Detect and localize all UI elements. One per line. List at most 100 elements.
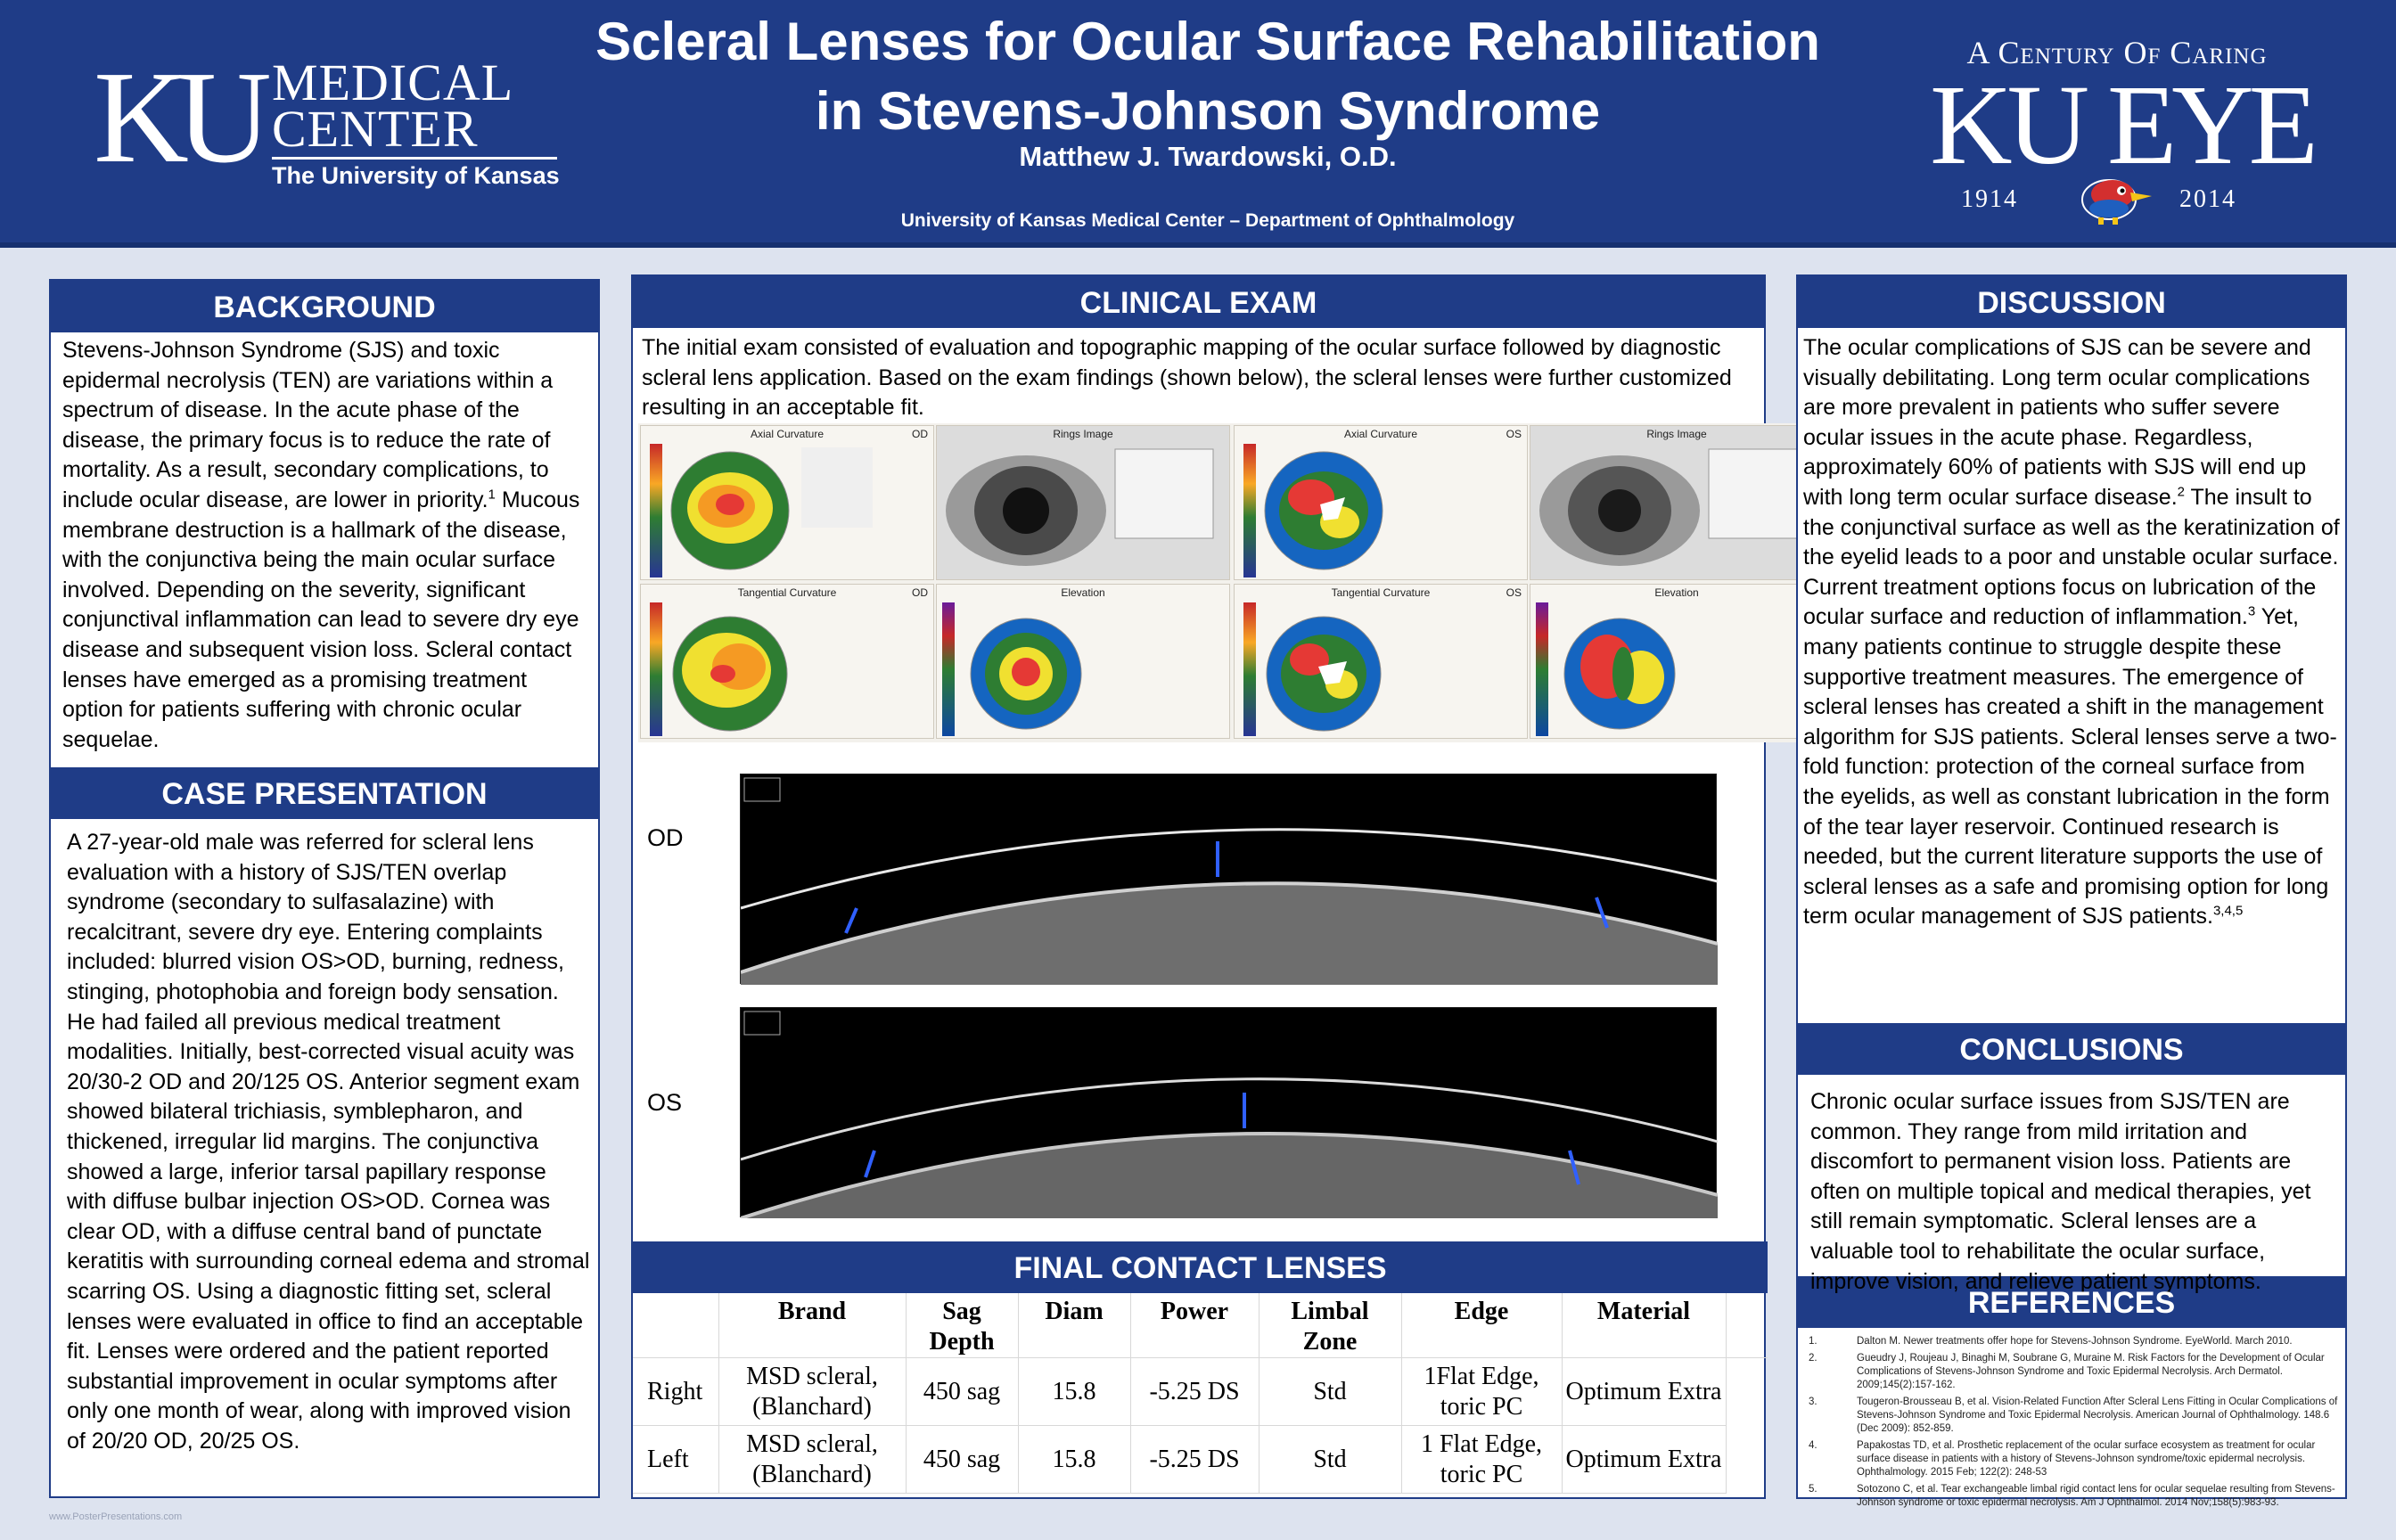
discussion-heading: DISCUSSION — [1798, 276, 2345, 328]
table-cell: Right — [633, 1357, 719, 1426]
poster-header: KU MEDICAL CENTER The University of Kans… — [0, 0, 2396, 248]
oct-od-label: OD — [647, 824, 684, 851]
poster-author: Matthew J. Twardowski, O.D. — [1019, 141, 1397, 172]
references-list: 1. Dalton M. Newer treatments offer hope … — [1798, 1328, 2345, 1510]
topography-od-image: Axial Curvature OD Rings Image Tangential… — [638, 423, 1234, 742]
ku-logo-line1: MEDICAL — [272, 53, 514, 111]
reference-item: 1. Dalton M. Newer treatments offer hope … — [1809, 1336, 2293, 1347]
topo-od-rings-photo — [946, 448, 1214, 566]
exam-heading: CLINICAL EXAM — [633, 276, 1764, 328]
topo-os-tangential: Tangential Curvature OS — [1234, 584, 1528, 739]
table-header-row: Brand Sag Depth Diam Power Limbal Zone E… — [633, 1293, 1768, 1358]
right-column: DISCUSSION The ocular complications of S… — [1796, 274, 2347, 1508]
ku-logo-mark: KU — [94, 45, 272, 191]
reference-item: 2. Gueudry J, Roujeau J, Binaghi M, Soubr… — [1809, 1353, 2325, 1390]
ku-medical-center-logo: KU MEDICAL CENTER The University of Kans… — [94, 45, 560, 203]
table-cell: 450 sag — [906, 1425, 1019, 1494]
table-cell: Left — [633, 1425, 719, 1494]
table-header-cell: Material — [1562, 1293, 1727, 1358]
conclusions-text: Chronic ocular surface issues from SJS/T… — [1810, 1089, 2311, 1294]
poster-title: Scleral Lenses for Ocular Surface Rehabi… — [553, 7, 1863, 146]
ku-eye-year-start: 1914 — [1961, 185, 2018, 213]
discussion-citation-2: 3 — [2247, 604, 2256, 620]
topo-os-axial: Axial Curvature OS — [1234, 425, 1528, 580]
oct-os-label: OS — [647, 1089, 683, 1116]
table-cell: -5.25 DS — [1130, 1357, 1260, 1426]
oct-od-scan — [740, 777, 1719, 985]
table-cell: -5.25 DS — [1130, 1425, 1260, 1494]
table-header-cell: Limbal Zone — [1259, 1293, 1402, 1358]
ku-logo-line3: The University of Kansas — [272, 162, 560, 189]
table-spacer-cell — [1726, 1293, 1768, 1358]
reference-item: 5. Sotozono C, et al. Tear exchangeable l… — [1809, 1484, 2335, 1508]
lenses-heading: FINAL CONTACT LENSES — [633, 1241, 1768, 1293]
center-column: CLINICAL EXAM The initial exam consisted… — [631, 274, 1827, 1499]
ku-eye-logo: A Century Of Caring KU EYE 1914 2014 — [1881, 27, 2362, 225]
case-heading: CASE PRESENTATION — [51, 767, 598, 819]
topo-od-tangential-map — [650, 602, 788, 736]
discussion-citation-3: 3,4,5 — [2212, 903, 2244, 919]
title-line-1: Scleral Lenses for Ocular Surface Rehabi… — [595, 12, 1820, 71]
ku-logo-rule — [272, 157, 557, 160]
topo-od-elevation-map — [942, 602, 1082, 736]
table-cell: 15.8 — [1018, 1357, 1131, 1426]
references-heading: REFERENCES — [1798, 1276, 2345, 1328]
table-row: Left MSD scleral, (Blanchard) 450 sag 15… — [633, 1425, 1768, 1494]
discussion-part1: The ocular complications of SJS can be s… — [1803, 335, 2311, 510]
topo-od-rings: Rings Image — [936, 425, 1230, 580]
topo-os-tangential-map — [1243, 602, 1382, 736]
jayhawk-icon — [2081, 179, 2152, 225]
poster-affiliation: University of Kansas Medical Center – De… — [900, 210, 1515, 231]
table-cell: 15.8 — [1018, 1425, 1131, 1494]
table-spacer-cell — [1726, 1426, 1768, 1494]
table-spacer-cell — [1726, 1358, 1768, 1426]
reference-item: 3. Tougeron-Brousseau B, et al. Vision-Re… — [1809, 1397, 2338, 1434]
topography-os-image: Axial Curvature OS Rings Image Tangential… — [1232, 423, 1827, 742]
exam-text: The initial exam consisted of evaluation… — [642, 335, 1732, 421]
oct-os-image — [740, 1007, 1719, 1220]
topo-od-axial-map — [650, 444, 873, 578]
background-citation: 1 — [488, 487, 496, 503]
discussion-citation-1: 2 — [2177, 484, 2185, 500]
table-cell: 450 sag — [906, 1357, 1019, 1426]
background-p1: Stevens-Johnson Syndrome (SJS) and toxic… — [62, 338, 554, 512]
table-cell: Optimum Extra — [1562, 1425, 1727, 1494]
topo-os-axial-map — [1243, 444, 1383, 578]
table-cell: Optimum Extra — [1562, 1357, 1727, 1426]
left-column: BACKGROUND Stevens-Johnson Syndrome (SJS… — [49, 279, 600, 1498]
discussion-part3: Yet, many patients continue to struggle … — [1803, 604, 2337, 930]
topo-os-rings: Rings Image — [1530, 425, 1824, 580]
table-cell: MSD scleral, (Blanchard) — [718, 1425, 907, 1494]
title-line-2: in Stevens-Johnson Syndrome — [815, 81, 1601, 141]
ku-logo-line2: CENTER — [272, 100, 479, 158]
reference-item: 4. Papakostas TD, et al. Prosthetic repla… — [1809, 1440, 2316, 1478]
table-cell: Std — [1259, 1425, 1402, 1494]
topo-os-rings-photo — [1539, 448, 1808, 566]
ku-eye-tagline: A Century Of Caring — [1966, 35, 2268, 70]
discussion-text: The ocular complications of SJS can be s… — [1798, 328, 2345, 1023]
topo-os-elevation: Elevation — [1530, 584, 1824, 739]
topo-od-elevation: Elevation — [936, 584, 1230, 739]
ku-eye-mark: KU EYE — [1930, 61, 2318, 188]
footer-watermark: www.PosterPresentations.com — [49, 1511, 183, 1522]
table-header-cell: Edge — [1401, 1293, 1563, 1358]
table-cell: 1Flat Edge, toric PC — [1401, 1357, 1563, 1426]
table-row: Right MSD scleral, (Blanchard) 450 sag 1… — [633, 1357, 1768, 1426]
topo-os-elevation-map — [1536, 602, 1676, 736]
background-text: Stevens-Johnson Syndrome (SJS) and toxic… — [51, 332, 598, 767]
case-text: A 27-year-old male was referred for scle… — [67, 830, 590, 1454]
lenses-table: Brand Sag Depth Diam Power Limbal Zone E… — [633, 1293, 1768, 1494]
table-header-cell — [633, 1293, 719, 1358]
background-p2: Mucous membrane destruction is a hallmar… — [62, 487, 580, 752]
oct-os-scan — [740, 1011, 1719, 1220]
ku-eye-year-end: 2014 — [2179, 185, 2236, 213]
oct-od-image — [740, 774, 1719, 985]
table-cell: MSD scleral, (Blanchard) — [718, 1357, 907, 1426]
table-header-cell: Power — [1130, 1293, 1260, 1358]
conclusions-heading: CONCLUSIONS — [1798, 1023, 2345, 1075]
table-cell: 1 Flat Edge, toric PC — [1401, 1425, 1563, 1494]
topo-od-axial: Axial Curvature OD — [640, 425, 934, 580]
background-heading: BACKGROUND — [51, 281, 598, 332]
table-header-cell: Sag Depth — [906, 1293, 1019, 1358]
discussion-part2: The insult to the conjunctival surface a… — [1803, 484, 2340, 630]
